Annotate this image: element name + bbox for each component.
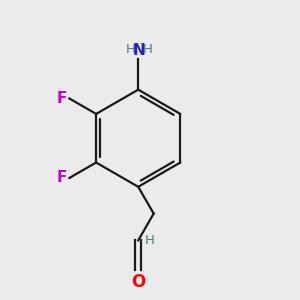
Text: F: F (57, 170, 67, 185)
Text: H: H (145, 234, 154, 247)
Text: H: H (143, 44, 153, 56)
Text: N: N (133, 43, 146, 58)
Text: O: O (131, 273, 145, 291)
Text: H: H (126, 44, 136, 56)
Text: F: F (57, 91, 67, 106)
